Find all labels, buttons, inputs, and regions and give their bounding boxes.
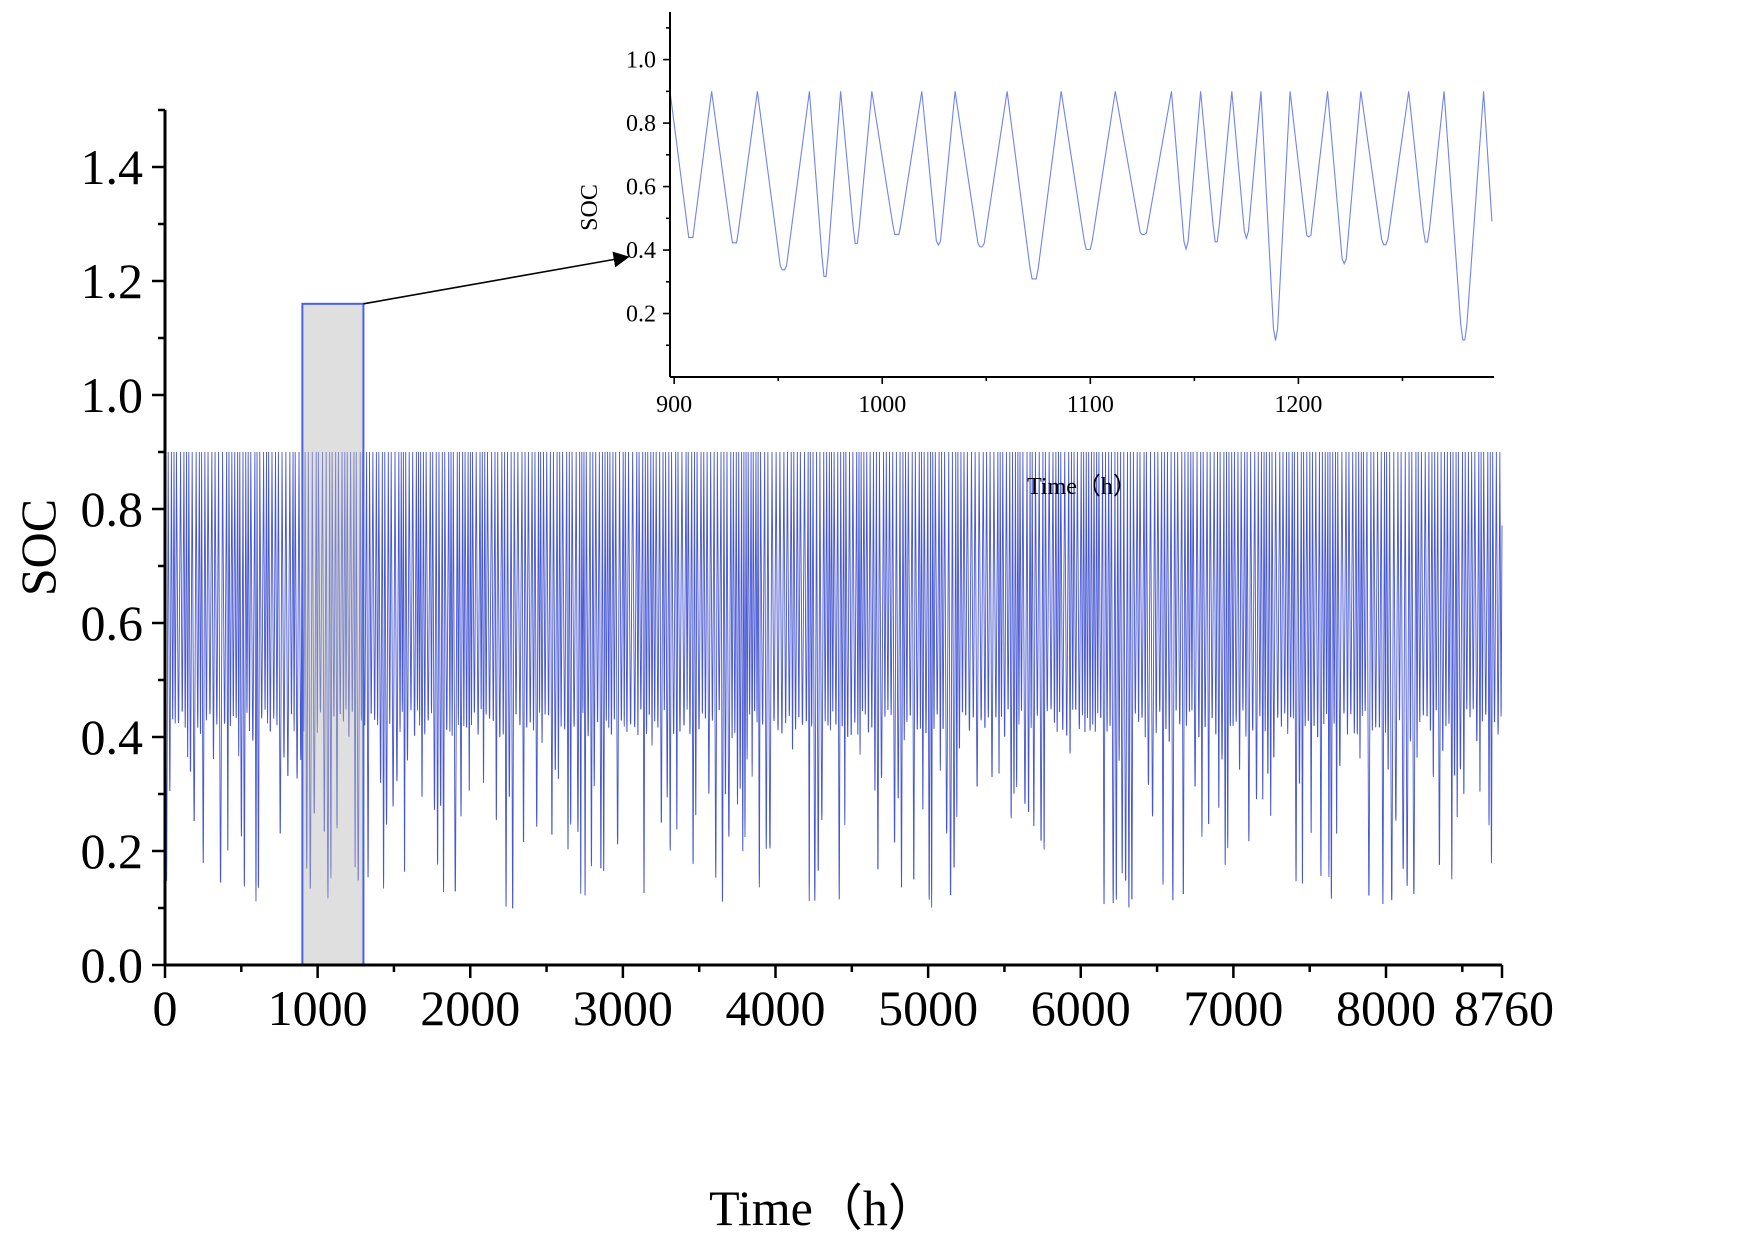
main-x-tick-label: 7000 — [1183, 980, 1283, 1036]
zoom-highlight-region — [301, 302, 365, 966]
inset-x-tick-label: 900 — [656, 392, 692, 418]
inset-y-tick-label: 0.6 — [626, 175, 656, 201]
inset-x-tick-label: 1100 — [1067, 392, 1114, 418]
main-y-tick-label: 1.2 — [81, 253, 144, 309]
inset-y-tick-label: 1.0 — [626, 48, 656, 74]
main-x-tick-label: 8000 — [1336, 980, 1436, 1036]
main-axes: 0.0 0.2 0.4 0.6 0.8 1.0 1.2 1.4 0 1000 2000 3000 400… — [81, 108, 1554, 1036]
inset-y-tick-label: 0.8 — [626, 111, 656, 137]
main-series-soc — [164, 451, 1503, 909]
main-x-tick-label: 4000 — [726, 980, 826, 1036]
main-series-line — [164, 451, 1503, 909]
inset-x-tick-label: 1000 — [858, 392, 906, 418]
main-y-tick-label: 0.4 — [81, 709, 144, 765]
main-x-tick-label: 8760 — [1454, 980, 1554, 1036]
main-y-tick-label: 0.0 — [81, 937, 144, 993]
inset-x-axis-title: Time（h） — [1027, 474, 1137, 500]
main-y-tick-label: 0.6 — [81, 595, 144, 651]
inset-axes: 0.2 0.4 0.6 0.8 1.0 900 1000 1100 1200 — [626, 12, 1494, 418]
main-y-tick-label: 1.4 — [81, 139, 144, 195]
inset-series-soc — [669, 91, 1493, 341]
inset-series-line — [669, 91, 1493, 341]
zoom-callout-arrow — [363, 251, 630, 305]
main-y-tick-label: 1.0 — [81, 367, 144, 423]
inset-y-tick-label: 0.4 — [626, 238, 656, 264]
inset-x-tick-label: 1200 — [1274, 392, 1322, 418]
main-x-tick-label: 3000 — [573, 980, 673, 1036]
inset-y-axis-title: SOC — [577, 184, 603, 231]
main-y-tick-label: 0.8 — [81, 481, 144, 537]
main-y-axis-title: SOC — [10, 499, 66, 596]
main-x-tick-label: 2000 — [420, 980, 520, 1036]
main-x-tick-label: 5000 — [878, 980, 978, 1036]
main-y-tick-label: 0.2 — [81, 823, 144, 879]
main-x-tick-label: 0 — [153, 980, 178, 1036]
main-x-tick-label: 1000 — [268, 980, 368, 1036]
main-x-axis-title: Time（h） — [709, 1180, 938, 1236]
inset-y-tick-label: 0.2 — [626, 302, 656, 328]
main-x-tick-label: 6000 — [1031, 980, 1131, 1036]
